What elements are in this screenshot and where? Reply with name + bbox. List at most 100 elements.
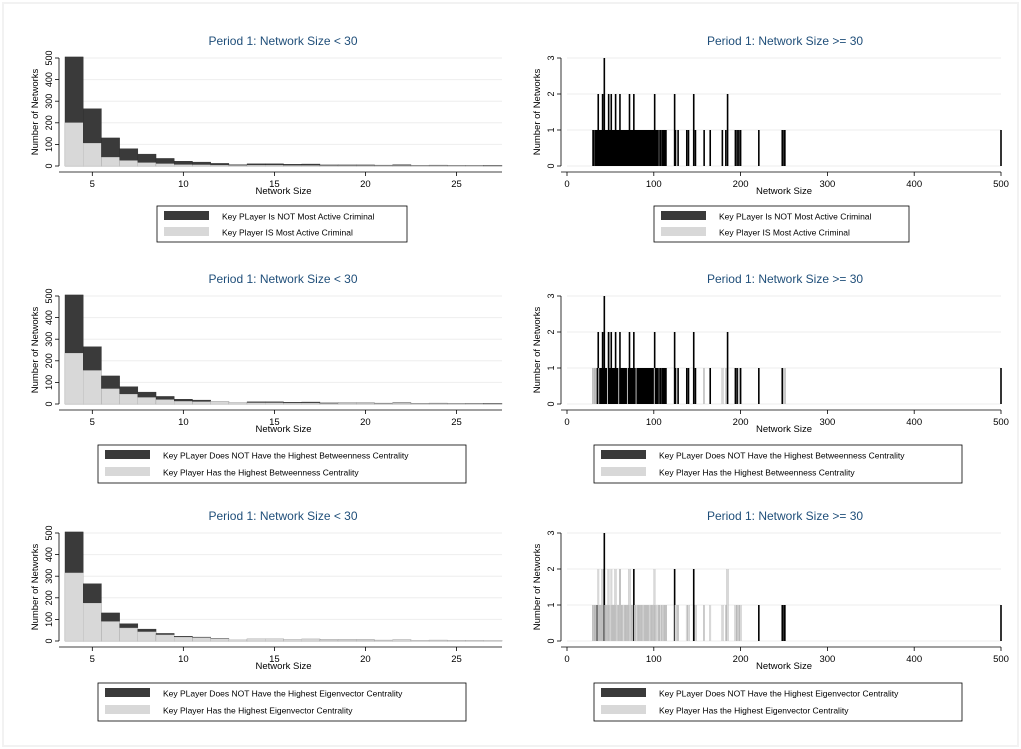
y-tick-label: 2 <box>546 329 556 334</box>
chart-size-lt30-activity: Period 1: Network Size < 30 0 100 200 300 400… <box>30 34 503 243</box>
bar-light <box>210 401 230 405</box>
y-tick-label: 200 <box>44 353 54 368</box>
legend: Key PLayer Does NOT Have the Highest Bet… <box>97 444 467 484</box>
bar-light <box>83 370 102 405</box>
x-tick-label: 200 <box>733 417 749 428</box>
x-tick-label: 500 <box>993 179 1009 190</box>
legend-box <box>593 682 963 722</box>
legend-key-light <box>164 227 209 236</box>
bar-light <box>119 627 139 642</box>
x-tick-label: 20 <box>360 417 371 428</box>
y-tick-label: 2 <box>546 91 556 96</box>
bar-light <box>64 572 84 642</box>
bar-light <box>155 163 175 167</box>
bar-light <box>265 402 284 405</box>
legend-label: Key PLayer Does NOT Have the Highest Bet… <box>163 451 409 461</box>
x-axis-label: Network Size <box>256 424 312 435</box>
y-tick-label: 0 <box>546 163 556 168</box>
y-tick-label: 3 <box>546 530 556 535</box>
bar-light <box>101 157 120 167</box>
bar-light <box>337 639 357 642</box>
bar-light <box>192 637 211 642</box>
y-tick-label: 100 <box>44 612 54 627</box>
x-tick-label: 5 <box>90 179 95 190</box>
legend-label: Key Player Has the Highest Betweenness C… <box>163 468 359 478</box>
x-tick-label: 15 <box>269 654 280 665</box>
legend-label: Key PLayer Does NOT Have the Highest Bet… <box>659 451 905 461</box>
bar-light <box>392 639 412 642</box>
x-tick-label: 200 <box>733 654 749 665</box>
x-axis-label: Network Size <box>756 424 812 435</box>
legend: Key PLayer Is NOT Most Active Criminal Ke… <box>156 205 408 243</box>
bar-light <box>283 639 302 642</box>
x-tick-label: 10 <box>178 417 189 428</box>
legend-label: Key Player Has the Highest Eigenvector C… <box>163 706 353 716</box>
legend-label: Key PLayer Does NOT Have the Highest Eig… <box>659 689 899 699</box>
bar-light <box>155 399 175 405</box>
x-tick-label: 15 <box>269 179 280 190</box>
legend: Key PLayer Does NOT Have the Highest Eig… <box>593 682 963 722</box>
y-tick-label: 0 <box>44 638 54 643</box>
x-tick-label: 400 <box>906 417 922 428</box>
bar-light <box>356 639 375 642</box>
chart-title: Period 1: Network Size < 30 <box>208 509 357 523</box>
y-tick-label: 3 <box>546 293 556 298</box>
legend-box <box>593 444 963 484</box>
y-axis-label: Number of Networks <box>532 306 543 393</box>
y-tick-label: 0 <box>546 401 556 406</box>
x-tick-label: 15 <box>269 417 280 428</box>
bar-light <box>155 634 175 642</box>
bar-light <box>64 353 84 405</box>
legend-key-dark <box>164 211 209 220</box>
y-tick-label: 0 <box>44 401 54 406</box>
bar-light <box>119 160 139 167</box>
bar-light <box>210 165 230 167</box>
chart-title: Period 1: Network Size >= 30 <box>707 272 863 286</box>
legend-key-light <box>601 467 646 476</box>
chart-title: Period 1: Network Size < 30 <box>208 272 357 286</box>
legend: Key PLayer Is NOT Most Active Criminal Ke… <box>653 205 910 243</box>
bar-light <box>101 621 120 642</box>
bar-light <box>101 388 120 405</box>
y-tick-label: 200 <box>44 590 54 605</box>
y-tick-label: 0 <box>44 163 54 168</box>
legend: Key PLayer Does NOT Have the Highest Bet… <box>593 444 963 484</box>
bar-light <box>210 638 230 642</box>
x-tick-label: 20 <box>360 179 371 190</box>
x-tick-label: 10 <box>178 179 189 190</box>
bar-light <box>83 603 102 642</box>
bar-light <box>428 640 448 642</box>
x-tick-label: 200 <box>733 179 749 190</box>
bar-light <box>119 394 139 405</box>
y-tick-label: 500 <box>44 525 54 540</box>
bar-light <box>265 638 284 642</box>
x-tick-label: 100 <box>646 654 662 665</box>
x-tick-label: 0 <box>564 179 569 190</box>
bar-light <box>64 122 84 167</box>
y-tick-label: 200 <box>44 115 54 130</box>
y-tick-label: 300 <box>44 94 54 109</box>
chart-size-lt30-eigenvector: Period 1: Network Size < 30 0 100 200 300 400… <box>30 509 503 722</box>
bar-light <box>447 640 466 642</box>
bar-light <box>246 165 266 167</box>
legend-label: Key Player Has the Highest Betweenness C… <box>659 468 855 478</box>
y-tick-label: 300 <box>44 569 54 584</box>
y-tick-label: 3 <box>546 55 556 60</box>
x-tick-label: 5 <box>90 654 95 665</box>
bar-light <box>137 397 157 405</box>
y-tick-label: 400 <box>44 547 54 562</box>
legend-label: Key PLayer Does NOT Have the Highest Eig… <box>163 689 403 699</box>
bar-light <box>83 143 102 167</box>
chart-size-ge30-activity: Period 1: Network Size >= 30 0 1 2 3 0 100 200 3… <box>532 34 1009 243</box>
y-tick-label: 400 <box>44 310 54 325</box>
bar-light <box>228 639 248 642</box>
bar-light <box>283 402 302 405</box>
legend-label: Key PLayer Is NOT Most Active Criminal <box>222 212 375 222</box>
x-tick-label: 0 <box>564 654 569 665</box>
bar-light <box>174 401 193 405</box>
chart-title: Period 1: Network Size >= 30 <box>707 34 863 48</box>
y-tick-label: 500 <box>44 50 54 65</box>
x-tick-label: 20 <box>360 654 371 665</box>
bar-light <box>265 165 284 167</box>
